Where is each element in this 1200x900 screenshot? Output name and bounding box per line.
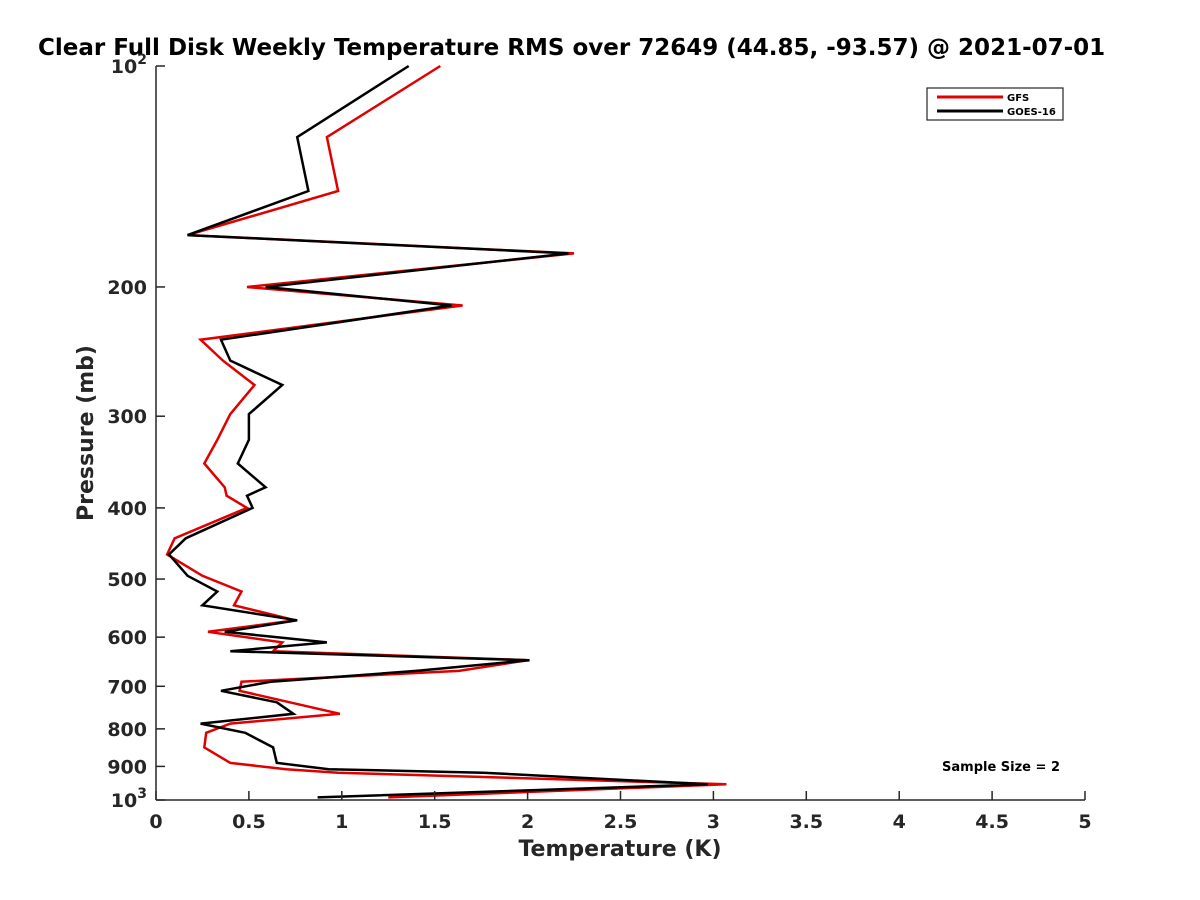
x-tick-label: 0 [149,811,162,833]
legend-label-gfs: GFS [1007,93,1029,104]
legend: GFS GOES-16 [926,87,1064,121]
x-tick-label: 1.5 [418,811,452,833]
series-line-goes-16 [167,64,708,799]
y-tick-label: 400 [107,498,147,520]
y-tick-label: 800 [107,719,147,741]
y-tick-label: 500 [107,569,147,591]
x-tick-label: 2 [521,811,534,833]
y-tick-label: 700 [107,676,147,698]
x-axis-ticks: 0 0.5 1 1.5 2 2.5 3 3.5 4 4.5 5 [149,791,1092,833]
y-tick-label: 102 [111,52,147,78]
x-tick-label: 3.5 [789,811,823,833]
y-axis-label: Pressure (mb) [74,345,99,521]
y-tick-label: 103 [111,786,147,812]
x-tick-label: 1 [335,811,348,833]
y-tick-label: 300 [107,406,147,428]
sample-size-annotation: Sample Size = 2 [942,760,1060,775]
legend-box [926,87,1064,121]
x-tick-label: 0.5 [232,811,266,833]
chart-title: Clear Full Disk Weekly Temperature RMS o… [38,35,1105,61]
plot-area [165,64,727,799]
x-axis-label: Temperature (K) [518,837,721,862]
y-tick-label: 200 [107,277,147,299]
x-tick-label: 4.5 [975,811,1009,833]
x-tick-label: 4 [893,811,906,833]
x-tick-label: 3 [707,811,720,833]
y-tick-label: 600 [107,627,147,649]
x-tick-label: 2.5 [604,811,638,833]
y-tick-label: 900 [107,756,147,778]
y-axis-ticks: 102 200 300 400 500 600 700 800 900 103 [107,52,165,812]
x-tick-label: 5 [1078,811,1091,833]
legend-label-goes16: GOES-16 [1007,107,1056,118]
